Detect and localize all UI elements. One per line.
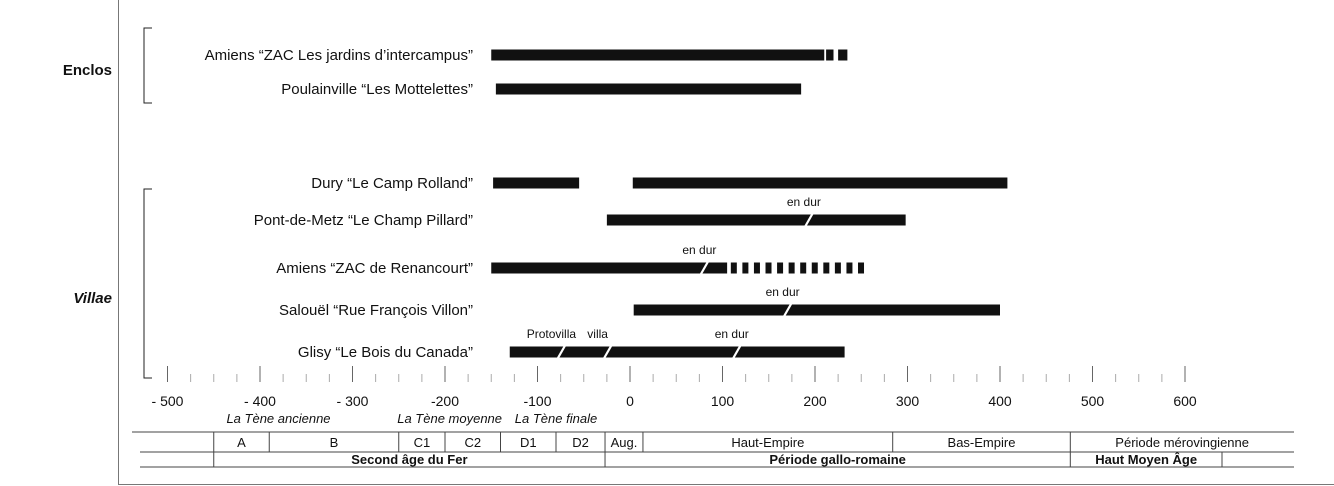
timeline-bar xyxy=(838,49,848,61)
timeline-bar-dash xyxy=(834,262,841,274)
tick-label: - 300 xyxy=(337,393,369,409)
bar-annotation: en dur xyxy=(766,285,800,299)
group-label: Villae xyxy=(73,290,112,307)
timeline-bar-dash xyxy=(846,262,853,274)
bar-annotation: en dur xyxy=(682,243,716,257)
tick-label: 500 xyxy=(1081,393,1105,409)
tick-label: - 500 xyxy=(152,393,184,409)
timeline-bar-dash xyxy=(823,262,830,274)
tick-label: 0 xyxy=(626,393,634,409)
bar-separator xyxy=(803,212,814,228)
timeline-bar xyxy=(826,49,834,61)
phase-cell: B xyxy=(330,435,339,450)
phase-cell: Aug. xyxy=(611,435,638,450)
bar-separator xyxy=(699,260,710,276)
timeline-bar xyxy=(495,83,802,95)
timeline-bar-dash xyxy=(811,262,818,274)
timeline-bar xyxy=(491,262,728,274)
site-label: Glisy “Le Bois du Canada” xyxy=(298,344,473,361)
tick-label: 100 xyxy=(711,393,735,409)
phase-cell: D2 xyxy=(572,435,589,450)
age-cell: Haut Moyen Âge xyxy=(1095,452,1197,467)
site-label: Pont-de-Metz “Le Champ Pillard” xyxy=(254,212,473,229)
tick-label: -100 xyxy=(523,393,551,409)
site-label: Amiens “ZAC Les jardins d’intercampus” xyxy=(205,47,473,64)
site-label: Amiens “ZAC de Renancourt” xyxy=(276,260,473,277)
phase-cell: Bas-Empire xyxy=(948,435,1016,450)
tick-label: -200 xyxy=(431,393,459,409)
timeline-bar xyxy=(509,346,845,358)
timeline-bar xyxy=(633,304,1000,316)
tick-label: 300 xyxy=(896,393,920,409)
timeline-bar xyxy=(632,177,1008,189)
tick-label: 600 xyxy=(1173,393,1197,409)
phase-cell: Période mérovingienne xyxy=(1115,435,1249,450)
site-label: Dury “Le Camp Rolland” xyxy=(311,175,473,192)
age-cell: Période gallo-romaine xyxy=(769,452,906,467)
timeline-bar-dash xyxy=(788,262,795,274)
timeline-bar-dash xyxy=(777,262,784,274)
bar-separator xyxy=(782,302,793,318)
bar-separator xyxy=(602,344,613,360)
bar-separator xyxy=(731,344,742,360)
tick-label: 400 xyxy=(988,393,1012,409)
period-label: La Tène moyenne xyxy=(397,411,502,426)
timeline-bar xyxy=(493,177,580,189)
bar-annotation: en dur xyxy=(787,195,821,209)
tick-label: - 400 xyxy=(244,393,276,409)
phase-cell: Haut-Empire xyxy=(731,435,804,450)
timeline-bar xyxy=(606,214,906,226)
group-label: Enclos xyxy=(63,62,112,79)
site-label: Salouël “Rue François Villon” xyxy=(279,302,473,319)
timeline-bar xyxy=(491,49,825,61)
period-label: La Tène ancienne xyxy=(226,411,330,426)
bar-annotation: Protovilla xyxy=(527,327,577,341)
site-label: Poulainville “Les Mottelettes” xyxy=(281,81,473,98)
timeline-bar-dash xyxy=(742,262,749,274)
timeline-bar-dash xyxy=(730,262,737,274)
bar-separator xyxy=(556,344,567,360)
timeline-bar-dash xyxy=(800,262,807,274)
bar-annotation: en dur xyxy=(715,327,749,341)
timeline-bar-dash xyxy=(858,262,865,274)
timeline-bar-dash xyxy=(765,262,772,274)
phase-cell: C2 xyxy=(464,435,481,450)
age-cell: Second âge du Fer xyxy=(351,452,467,467)
bar-annotation: villa xyxy=(587,327,608,341)
group-bracket xyxy=(143,27,152,104)
tick-label: 200 xyxy=(803,393,827,409)
group-bracket xyxy=(143,188,152,379)
phase-cell: A xyxy=(237,435,246,450)
phase-cell: D1 xyxy=(520,435,537,450)
chart-frame xyxy=(118,0,1334,485)
phase-cell: C1 xyxy=(414,435,431,450)
period-label: La Tène finale xyxy=(515,411,597,426)
timeline-bar-dash xyxy=(753,262,760,274)
